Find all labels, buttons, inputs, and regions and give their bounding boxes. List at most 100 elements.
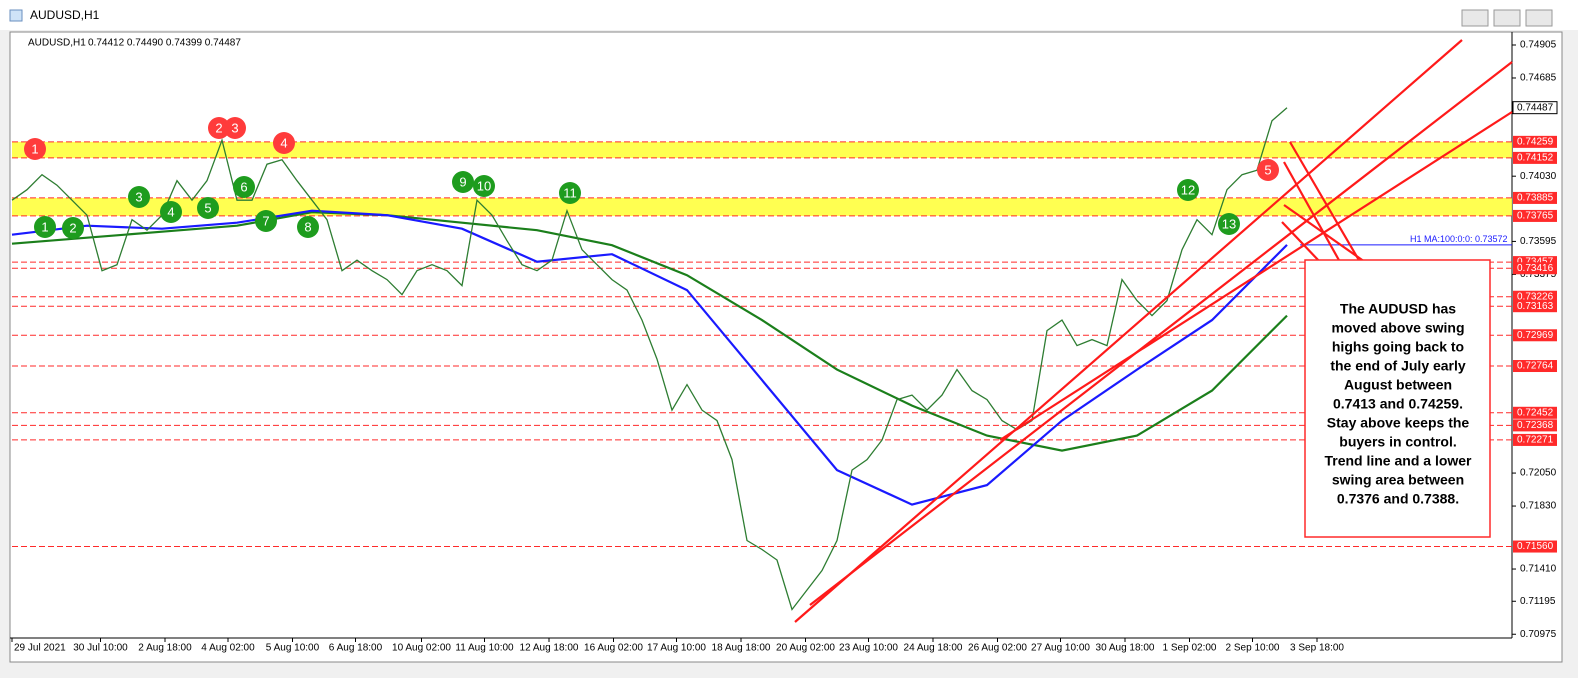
swing-marker-label: 7 xyxy=(262,213,269,228)
level-label: 0.71560 xyxy=(1517,541,1554,552)
ma-label: H1 MA:100:0:0: 0.73572 xyxy=(1410,234,1508,244)
swing-marker xyxy=(160,201,182,223)
x-tick-label: 23 Aug 10:00 xyxy=(839,643,898,654)
y-tick-label: 0.71830 xyxy=(1520,501,1557,512)
swing-marker xyxy=(1177,179,1199,201)
overlay: 0.74259 0.74152 0.73885 0.73765 0.734570.734… xyxy=(24,101,1558,553)
level-label: 0.74152 xyxy=(1517,153,1554,164)
annotation-line: The AUDUSD has xyxy=(1340,301,1456,317)
annotation-line: Stay above keeps the xyxy=(1327,415,1470,431)
x-tick-label: 30 Jul 10:00 xyxy=(73,643,128,654)
level-box xyxy=(1513,191,1557,204)
x-tick-label: 10 Aug 02:00 xyxy=(392,643,451,654)
x-tick-label: 16 Aug 02:00 xyxy=(584,643,643,654)
swing-marker xyxy=(1218,213,1240,235)
swing-marker-label: 3 xyxy=(231,120,238,135)
swing-marker-label: 2 xyxy=(215,120,222,135)
zone xyxy=(12,197,1512,216)
swing-marker xyxy=(128,186,150,208)
y-tick-label: 0.73595 xyxy=(1520,236,1557,247)
swing-marker xyxy=(255,210,277,232)
level-label: 0.73457 xyxy=(1517,257,1554,268)
swing-marker xyxy=(34,216,56,238)
ma-200 xyxy=(11,211,1288,452)
window-title: AUDUSD,H1 xyxy=(30,8,100,22)
annotation-line: 0.7376 and 0.7388. xyxy=(1337,491,1459,507)
level-label: 0.73226 xyxy=(1517,291,1554,302)
annotation-line: moved above swing xyxy=(1331,320,1464,336)
level-label: 0.72969 xyxy=(1517,330,1554,341)
x-tick-label: 26 Aug 02:00 xyxy=(968,643,1027,654)
trend-line xyxy=(809,61,1513,606)
swing-marker xyxy=(233,176,255,198)
swing-marker-label: 5 xyxy=(204,200,211,215)
x-tick-label: 17 Aug 10:00 xyxy=(647,643,706,654)
x-tick-label: 18 Aug 18:00 xyxy=(712,643,771,654)
swing-marker xyxy=(452,171,474,193)
level-box xyxy=(1513,540,1557,553)
y-tick-label: 0.70975 xyxy=(1520,629,1557,640)
level-label: 0.72764 xyxy=(1517,361,1554,372)
arrow xyxy=(1283,161,1341,263)
level-box xyxy=(1513,360,1557,373)
x-tick-label: 2 Sep 10:00 xyxy=(1226,643,1280,654)
swing-marker-label: 3 xyxy=(135,189,142,204)
window-icon xyxy=(9,9,23,22)
level-label: 0.74259 xyxy=(1517,136,1554,147)
minimize-button[interactable] xyxy=(1461,9,1489,27)
swing-marker xyxy=(208,117,230,139)
swing-marker-label: 2 xyxy=(69,220,76,235)
swing-marker xyxy=(297,216,319,238)
level-box xyxy=(1513,433,1557,446)
swing-marker xyxy=(62,217,84,239)
swing-marker xyxy=(224,117,246,139)
trend-line xyxy=(999,111,1513,441)
quote: 0.74412 0.74490 0.74399 0.74487 xyxy=(88,38,241,49)
swing-marker-label: 8 xyxy=(304,219,311,234)
level-label: 0.72368 xyxy=(1517,420,1554,431)
x-tick-label: 5 Aug 10:00 xyxy=(266,643,320,654)
y-tick-label: 0.73375 xyxy=(1520,269,1557,280)
annotation-line: swing area between xyxy=(1332,472,1464,488)
swing-marker-label: 12 xyxy=(1181,182,1195,197)
x-tick-label: 12 Aug 18:00 xyxy=(520,643,579,654)
level-box xyxy=(1513,406,1557,419)
swing-marker-label: 4 xyxy=(280,135,287,150)
x-tick-label: 4 Aug 02:00 xyxy=(201,643,255,654)
annotation-line: highs going back to xyxy=(1332,339,1464,355)
plot: 0.74905 0.74685 0.74030 0.73595 0.73375 0.720… xyxy=(11,40,1557,654)
swing-marker xyxy=(1257,159,1279,181)
chart-area xyxy=(9,31,1563,663)
x-tick-label: 27 Aug 10:00 xyxy=(1031,643,1090,654)
swing-marker-label: 4 xyxy=(167,204,174,219)
x-tick-label: 1 Sep 02:00 xyxy=(1163,643,1217,654)
x-tick-label: 3 Sep 18:00 xyxy=(1290,643,1344,654)
arrow xyxy=(1281,221,1321,263)
swing-marker xyxy=(559,182,581,204)
swing-marker xyxy=(473,175,495,197)
ma-100 xyxy=(11,209,1288,506)
y-tick-label: 0.74905 xyxy=(1520,40,1557,51)
trend-lines xyxy=(794,39,1513,623)
close-button[interactable] xyxy=(1525,9,1553,27)
swing-marker xyxy=(197,197,219,219)
level-box xyxy=(1513,300,1557,313)
x-tick-label: 11 Aug 10:00 xyxy=(455,643,514,654)
annotation-line: the end of July early xyxy=(1330,358,1466,374)
swing-marker-label: 11 xyxy=(563,185,577,200)
arrow xyxy=(1283,204,1366,263)
swing-marker-label: 13 xyxy=(1222,216,1236,231)
level-box xyxy=(1513,209,1557,222)
level-box xyxy=(1513,329,1557,342)
symbol: AUDUSD,H1 xyxy=(28,38,86,49)
x-tick-label: 24 Aug 18:00 xyxy=(904,643,963,654)
swing-marker-label: 1 xyxy=(41,219,48,234)
level-label: 0.73163 xyxy=(1517,301,1554,312)
y-tick-label: 0.71410 xyxy=(1520,564,1557,575)
zone xyxy=(12,141,1512,158)
swing-marker-label: 9 xyxy=(459,174,466,189)
arrow xyxy=(1289,141,1361,263)
annotation-line: Trend line and a lower xyxy=(1324,453,1472,469)
maximize-button[interactable] xyxy=(1493,9,1521,27)
level-label: 0.72452 xyxy=(1517,407,1554,418)
